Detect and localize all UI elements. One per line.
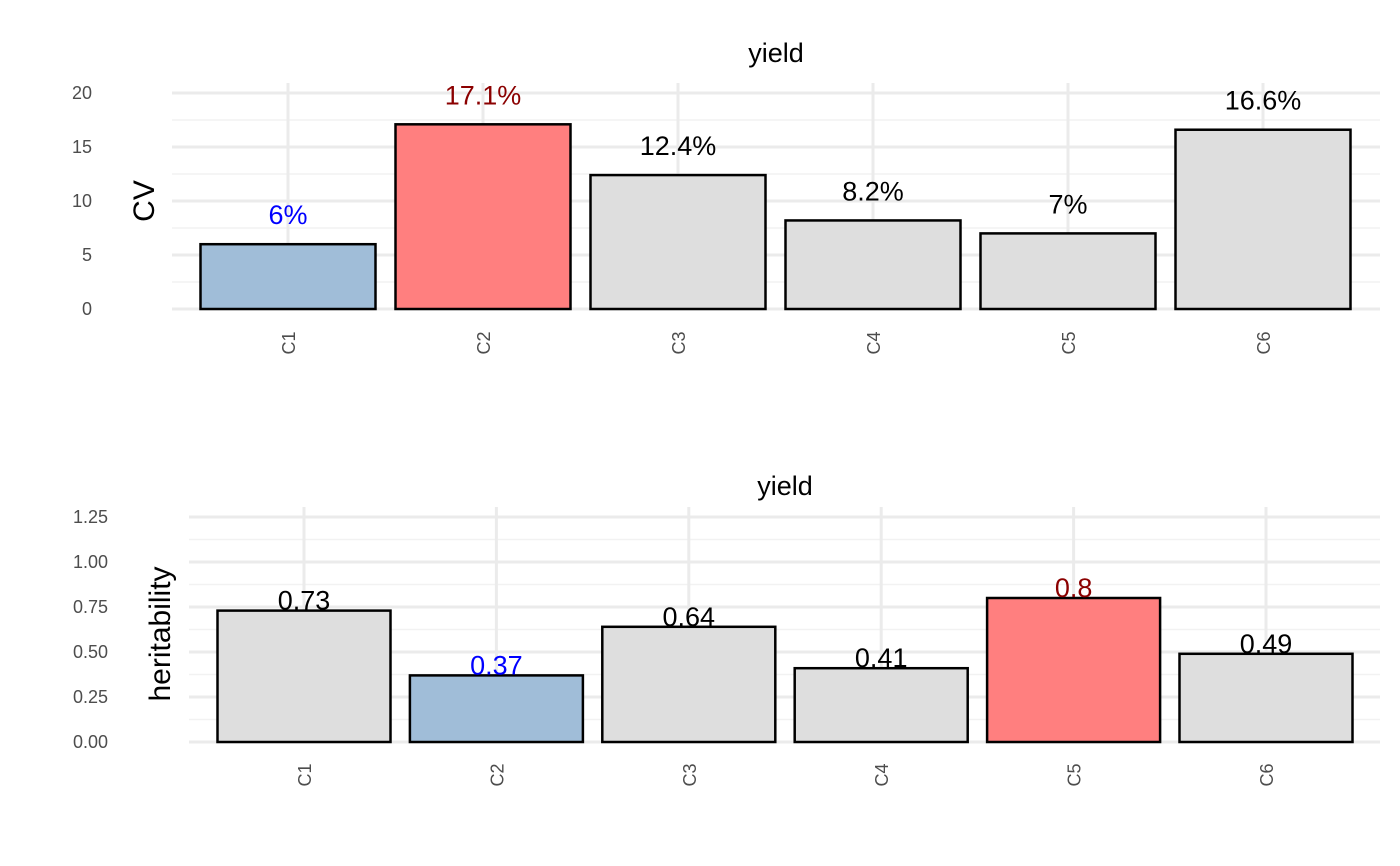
heritability-value-labels: 0.73 0.37 0.64 0.41 0.8 0.49 xyxy=(278,573,1293,680)
cv-x-tick-label: C6 xyxy=(1254,331,1274,354)
cv-x-tick-label: C3 xyxy=(669,331,689,354)
cv-x-tick-label: C2 xyxy=(474,331,494,354)
cv-y-tick-label: 10 xyxy=(72,191,92,211)
cv-y-axis-title: CV xyxy=(128,180,161,222)
cv-value-label: 12.4% xyxy=(640,131,717,161)
cv-value-label: 6% xyxy=(268,200,307,230)
heritability-bar-c3 xyxy=(601,625,777,744)
heritability-y-axis-title: heritability xyxy=(144,566,177,701)
heritability-x-tick-label: C6 xyxy=(1257,763,1277,786)
heritability-y-tick-label: 0.25 xyxy=(73,687,108,707)
cv-bars xyxy=(199,123,1352,311)
heritability-value-label: 0.41 xyxy=(855,643,908,673)
cv-bar-c1 xyxy=(199,242,377,311)
cv-x-tick-label: C5 xyxy=(1059,331,1079,354)
cv-value-label: 16.6% xyxy=(1225,86,1302,116)
cv-x-tick-labels: C1 C2 C3 C4 C5 C6 xyxy=(279,331,1274,354)
heritability-y-tick-label: 0.50 xyxy=(73,642,108,662)
cv-x-tick-label: C4 xyxy=(864,331,884,354)
heritability-value-label: 0.37 xyxy=(470,650,523,680)
heritability-y-tick-label: 0.00 xyxy=(73,732,108,752)
heritability-x-tick-labels: C1 C2 C3 C4 C5 C6 xyxy=(295,763,1277,786)
cv-y-tick-label: 15 xyxy=(72,137,92,157)
heritability-bar-c5 xyxy=(985,596,1162,744)
heritability-value-label: 0.49 xyxy=(1240,629,1293,659)
cv-x-tick-label: C1 xyxy=(279,331,299,354)
heritability-x-tick-label: C5 xyxy=(1065,763,1085,786)
heritability-value-label: 0.64 xyxy=(663,602,716,632)
cv-bar-c3 xyxy=(589,173,767,311)
heritability-bar-c4 xyxy=(793,666,969,744)
cv-bar-c2 xyxy=(394,123,572,311)
heritability-bar-c6 xyxy=(1178,652,1354,744)
heritability-value-label: 0.73 xyxy=(278,586,331,616)
heritability-chart-title: yield xyxy=(757,471,813,501)
cv-chart-title: yield xyxy=(748,38,804,68)
heritability-y-tick-label: 1.25 xyxy=(73,507,108,527)
cv-y-tick-label: 5 xyxy=(82,245,92,265)
heritability-chart-panel: 0.73 0.37 0.64 0.41 0.8 0.49 0.00 0.25 0.50 0.75… xyxy=(73,471,1380,787)
heritability-y-tick-label: 0.75 xyxy=(73,597,108,617)
heritability-bars xyxy=(216,596,1354,744)
cv-value-label: 17.1% xyxy=(445,80,522,110)
cv-value-labels: 6% 17.1% 12.4% 8.2% 7% 16.6% xyxy=(268,80,1301,230)
cv-value-label: 8.2% xyxy=(842,176,904,206)
heritability-value-label: 0.8 xyxy=(1055,573,1093,603)
cv-y-tick-labels: 0 5 10 15 20 xyxy=(72,83,92,319)
cv-bar-c5 xyxy=(979,232,1157,311)
heritability-x-tick-label: C3 xyxy=(680,763,700,786)
cv-y-tick-label: 20 xyxy=(72,83,92,103)
cv-value-label: 7% xyxy=(1048,189,1087,219)
heritability-x-tick-label: C2 xyxy=(487,763,507,786)
heritability-x-tick-label: C4 xyxy=(872,763,892,786)
cv-bar-c6 xyxy=(1174,128,1352,311)
heritability-y-tick-label: 1.00 xyxy=(73,552,108,572)
heritability-y-tick-labels: 0.00 0.25 0.50 0.75 1.00 1.25 xyxy=(73,507,108,752)
cv-bar-c4 xyxy=(784,219,962,311)
heritability-x-tick-label: C1 xyxy=(295,763,315,786)
cv-y-tick-label: 0 xyxy=(82,299,92,319)
heritability-bar-c1 xyxy=(216,609,392,744)
heritability-bar-c2 xyxy=(408,674,585,744)
